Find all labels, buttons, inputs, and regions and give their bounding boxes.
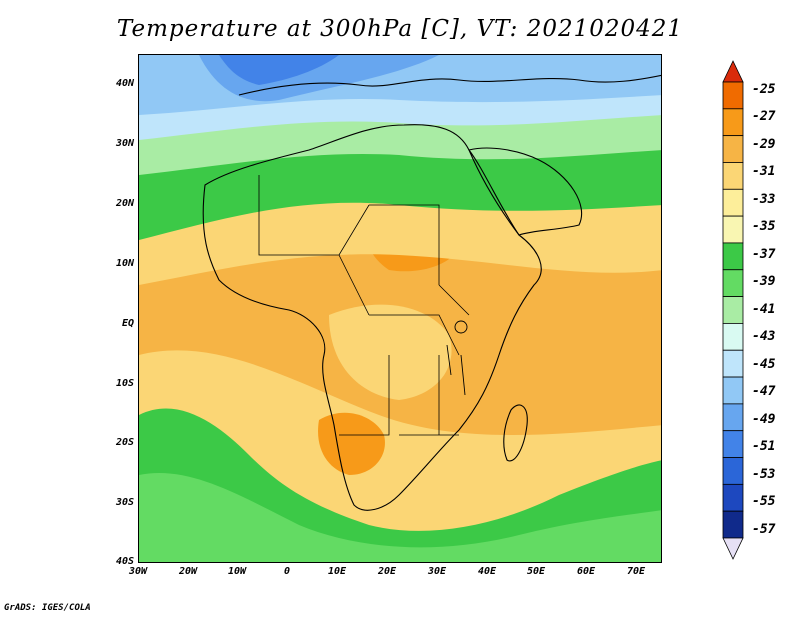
lon-label: 30E [427,566,447,577]
colorbar-label: -29 [752,137,776,152]
colorbar-segment [722,188,744,217]
colorbar-segment [722,81,744,110]
colorbar-label: -31 [752,164,776,179]
footer-credit: GrADS: IGES/COLA [4,603,91,613]
colorbar-label: -55 [752,494,776,509]
lon-label: 30W [128,566,148,577]
rift-lakes [446,344,466,396]
lat-label: 10S [115,378,134,389]
lat-label: 20S [115,437,134,448]
colorbar-segment [722,108,744,137]
colorbar [722,60,744,560]
colorbar-label: -33 [752,192,776,207]
colorbar-segment [722,376,744,405]
field-center-33 [329,304,452,400]
arabia-outline [468,147,583,236]
lat-label: 30S [115,497,134,508]
colorbar-segment [722,483,744,512]
lon-label: 20W [178,566,198,577]
madagascar-outline [503,404,528,462]
colorbar-label: -35 [752,219,776,234]
colorbar-label: -37 [752,247,776,262]
colorbar-label: -27 [752,109,776,124]
colorbar-segment [722,242,744,271]
lon-label: 0 [283,566,291,577]
colorbar-segment [722,510,744,539]
colorbar-label: -39 [752,274,776,289]
lon-label: 20E [377,566,397,577]
africa-coastline [202,124,542,511]
colorbar-label: -47 [752,384,776,399]
colorbar-segment [722,349,744,378]
map-field [139,55,661,562]
field-north-51 [219,55,339,85]
colorbar-top-triangle [722,60,744,83]
colorbar-label: -41 [752,302,776,317]
colorbar-label: -51 [752,439,776,454]
colorbar-segment [722,215,744,244]
colorbar-label: -49 [752,412,776,427]
colorbar-segment [722,296,744,324]
lake-victoria [454,320,468,334]
lat-label: 40S [115,556,134,567]
lon-label: 10E [327,566,347,577]
lat-label: 20N [115,198,134,209]
map-title: Temperature at 300hPa [C], VT: 202102042… [116,16,684,42]
colorbar-label: -25 [752,82,776,97]
lat-label: 10N [115,258,134,269]
colorbar-segment [722,457,744,485]
colorbar-segment [722,162,744,190]
lon-label: 70E [626,566,646,577]
lat-label: 30N [115,138,134,149]
colorbar-segment [722,323,744,351]
field-south-39 [139,473,661,562]
lat-label: 40N [115,78,134,89]
europe-coastline [238,74,661,96]
lon-label: 10W [227,566,247,577]
colorbar-segment [722,403,744,432]
colorbar-segment [722,135,744,163]
lon-label: 50E [526,566,546,577]
lon-label: 60E [576,566,596,577]
lon-label: 40E [477,566,497,577]
colorbar-segment [722,269,744,297]
country-borders [258,175,470,436]
colorbar-label: -43 [752,329,776,344]
lat-label: EQ [121,318,134,329]
temperature-map [138,54,662,563]
colorbar-label: -45 [752,357,776,372]
colorbar-label: -53 [752,467,776,482]
colorbar-bottom-triangle [722,537,744,560]
colorbar-label: -57 [752,522,776,537]
colorbar-segment [722,430,744,458]
